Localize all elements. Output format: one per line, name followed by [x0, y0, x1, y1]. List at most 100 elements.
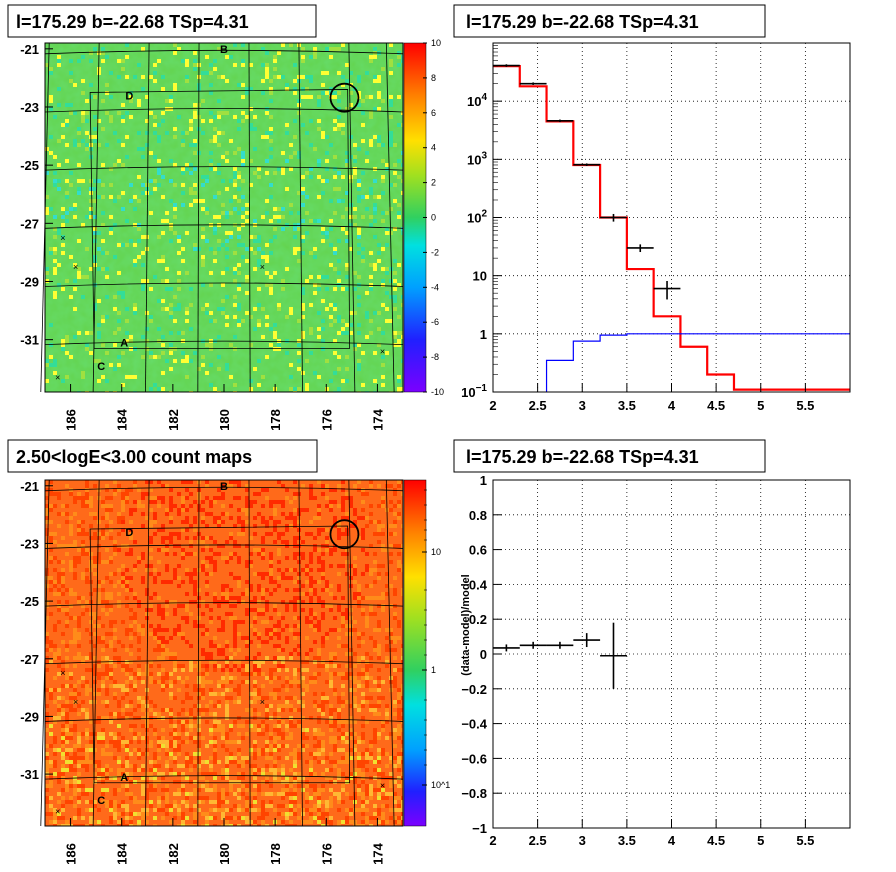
map-pixel	[85, 331, 89, 335]
map-pixel	[241, 243, 245, 247]
map-pixel	[361, 700, 365, 704]
map-pixel	[393, 335, 397, 339]
map-pixel	[237, 520, 241, 524]
map-pixel	[285, 315, 289, 319]
map-pixel	[201, 712, 205, 716]
map-pixel	[217, 808, 221, 812]
map-pixel	[233, 792, 237, 796]
map-pixel	[393, 680, 397, 684]
map-pixel	[397, 63, 401, 67]
map-pixel	[329, 500, 333, 504]
map-pixel	[265, 211, 269, 215]
map-pixel	[329, 660, 333, 664]
map-pixel	[109, 556, 113, 560]
map-pixel	[209, 548, 213, 552]
map-pixel	[213, 231, 217, 235]
map-pixel	[49, 532, 53, 536]
map-pixel	[361, 532, 365, 536]
map-pixel	[201, 784, 205, 788]
map-pixel	[373, 788, 377, 792]
map-pixel	[133, 484, 137, 488]
map-pixel	[337, 355, 341, 359]
map-pixel	[133, 732, 137, 736]
map-pixel	[353, 271, 357, 275]
map-pixel	[113, 808, 117, 812]
map-pixel	[101, 211, 105, 215]
map-pixel	[381, 608, 385, 612]
map-pixel	[237, 287, 241, 291]
map-pixel	[121, 115, 125, 119]
map-pixel	[237, 688, 241, 692]
map-pixel	[257, 816, 261, 820]
map-pixel	[253, 740, 257, 744]
map-pixel	[57, 492, 61, 496]
count-map-title: 2.50<logE<3.00 count maps	[16, 447, 252, 467]
map-pixel	[329, 752, 333, 756]
map-pixel	[269, 343, 273, 347]
map-pixel	[81, 684, 85, 688]
map-pixel	[293, 151, 297, 155]
map-pixel	[85, 688, 89, 692]
map-pixel	[201, 680, 205, 684]
map-pixel	[201, 235, 205, 239]
map-pixel	[109, 572, 113, 576]
map-pixel	[57, 704, 61, 708]
map-pixel	[345, 652, 349, 656]
map-pixel	[61, 712, 65, 716]
map-pixel	[105, 576, 109, 580]
map-pixel	[189, 492, 193, 496]
map-pixel	[213, 496, 217, 500]
map-pixel	[397, 375, 401, 379]
map-pixel	[377, 656, 381, 660]
map-pixel	[269, 756, 273, 760]
map-pixel	[341, 676, 345, 680]
map-pixel	[65, 191, 69, 195]
map-pixel	[153, 788, 157, 792]
map-pixel	[373, 760, 377, 764]
map-pixel	[321, 576, 325, 580]
map-pixel	[345, 267, 349, 271]
map-pixel	[281, 780, 285, 784]
map-pixel	[321, 492, 325, 496]
map-pixel	[345, 676, 349, 680]
map-pixel	[169, 540, 173, 544]
map-pixel	[117, 724, 121, 728]
map-pixel	[333, 267, 337, 271]
map-pixel	[173, 43, 177, 47]
map-pixel	[77, 632, 81, 636]
map-pixel	[57, 696, 61, 700]
map-pixel	[105, 275, 109, 279]
map-pixel	[253, 171, 257, 175]
map-pixel	[101, 267, 105, 271]
map-pixel	[149, 351, 153, 355]
map-pixel	[245, 680, 249, 684]
map-pixel	[121, 243, 125, 247]
map-pixel	[289, 155, 293, 159]
map-pixel	[377, 195, 381, 199]
map-pixel	[345, 548, 349, 552]
map-pixel	[353, 508, 357, 512]
map-pixel	[377, 624, 381, 628]
map-pixel	[329, 604, 333, 608]
map-pixel	[45, 267, 49, 271]
map-pixel	[325, 680, 329, 684]
map-pixel	[173, 127, 177, 131]
map-pixel	[269, 91, 273, 95]
map-pixel	[321, 760, 325, 764]
map-pixel	[265, 159, 269, 163]
map-pixel	[93, 692, 97, 696]
map-pixel	[289, 652, 293, 656]
map-pixel	[181, 724, 185, 728]
map-pixel	[81, 295, 85, 299]
map-pixel	[57, 648, 61, 652]
map-pixel	[373, 648, 377, 652]
map-pixel	[149, 680, 153, 684]
map-pixel	[85, 600, 89, 604]
map-pixel	[125, 488, 129, 492]
map-pixel	[109, 644, 113, 648]
map-pixel	[389, 295, 393, 299]
map-pixel	[261, 552, 265, 556]
map-pixel	[61, 804, 65, 808]
map-pixel	[201, 648, 205, 652]
map-pixel	[341, 704, 345, 708]
